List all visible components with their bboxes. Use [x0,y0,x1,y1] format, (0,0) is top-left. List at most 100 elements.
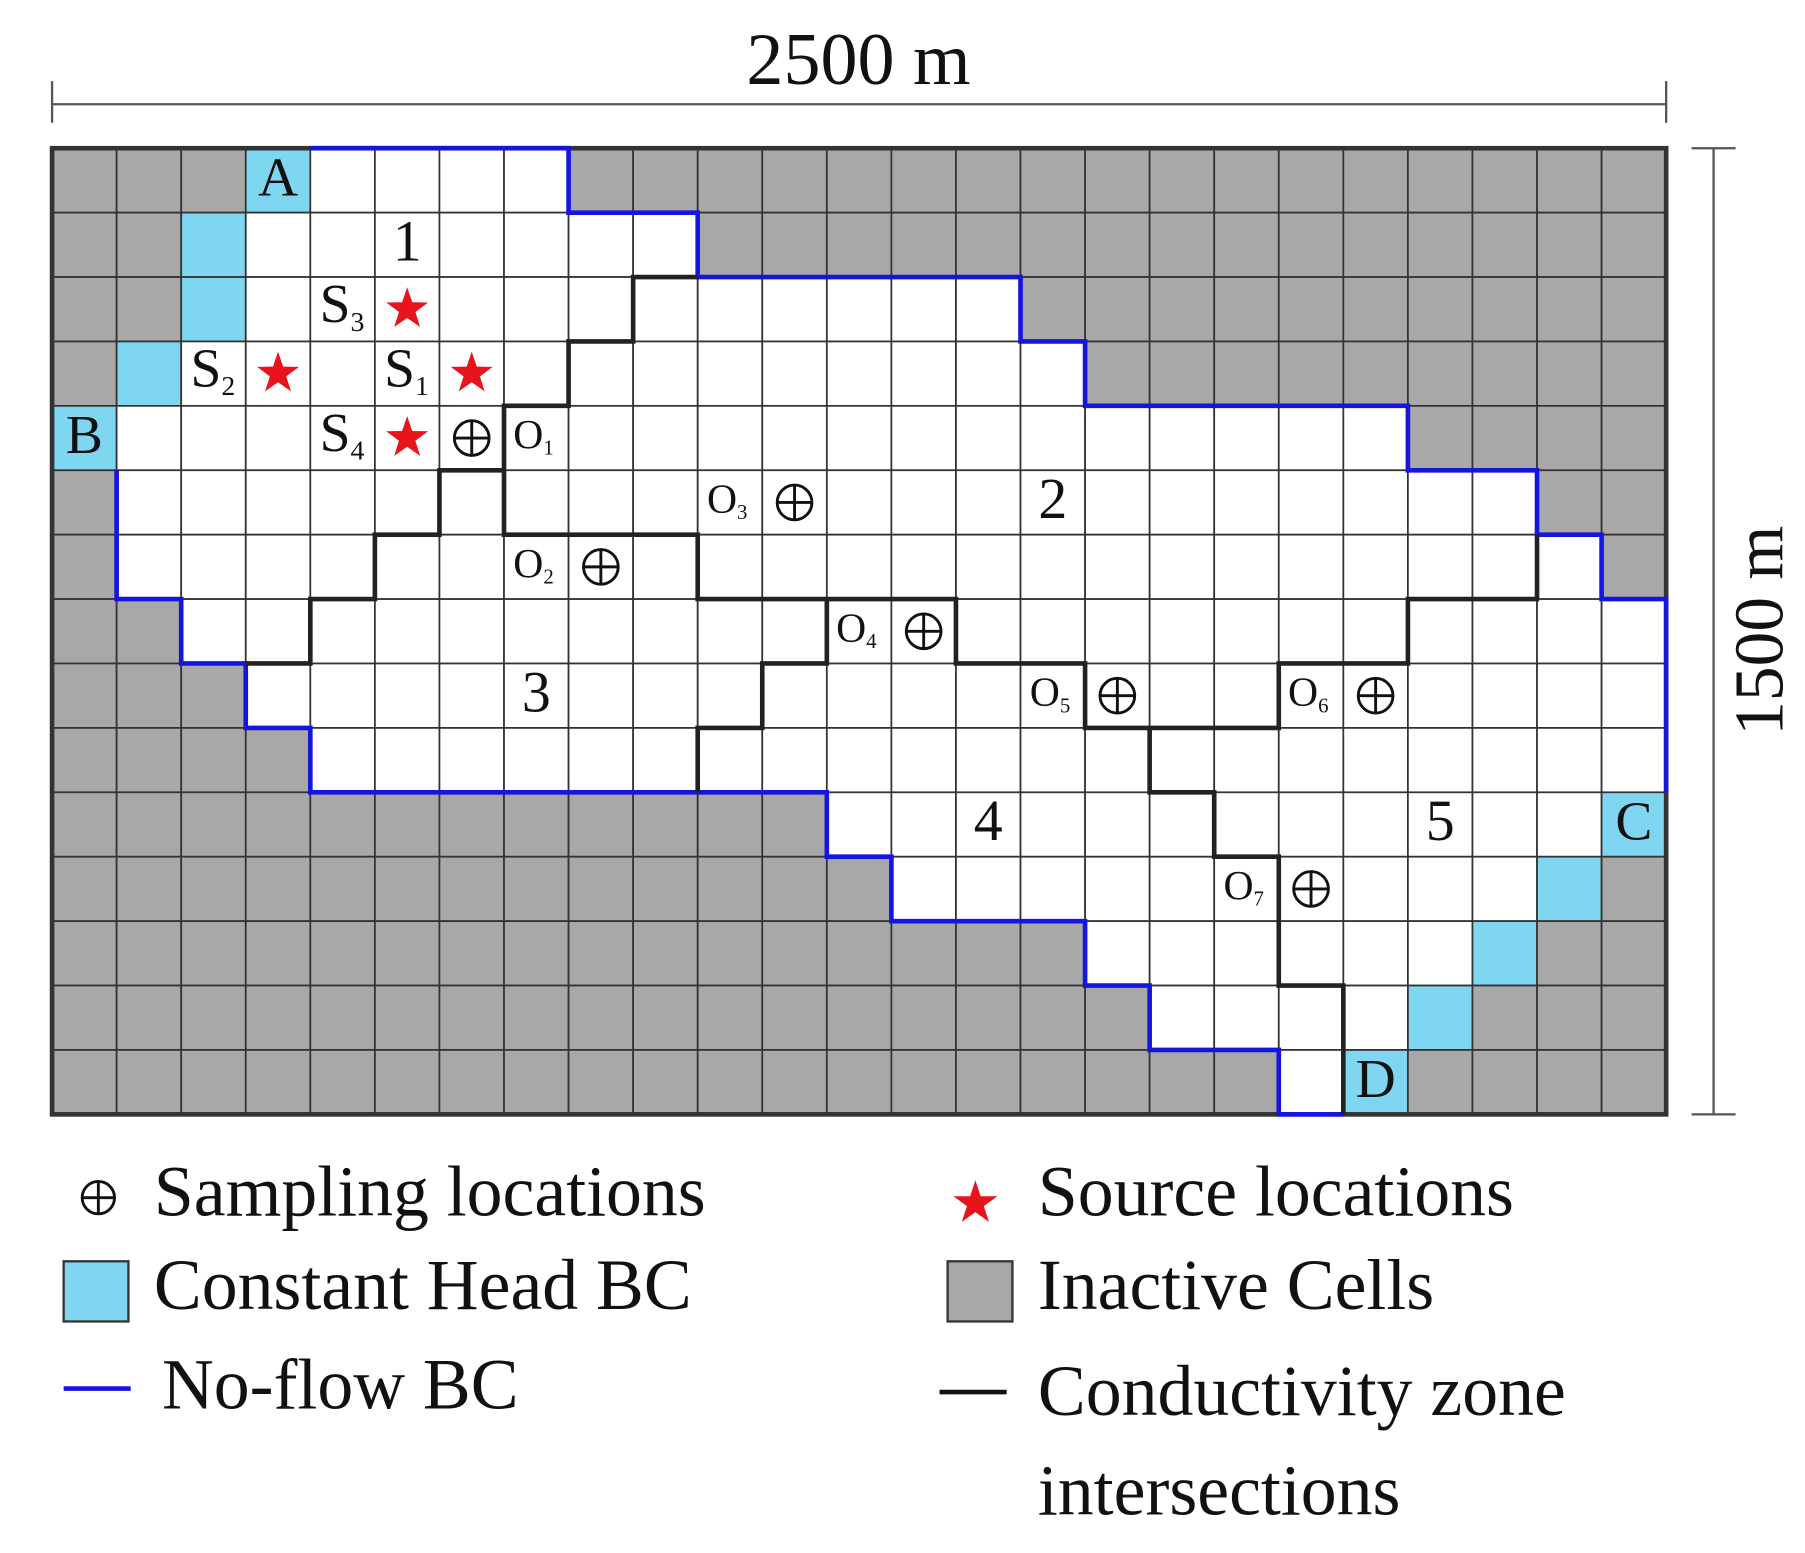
height-label: 1500 m [1722,526,1799,736]
inactive-cell [825,984,893,1051]
sampling-label-letter: O [1288,669,1318,715]
active-cell [1471,662,1538,729]
inactive-cell [503,984,570,1051]
inactive-cell [115,791,183,858]
active-cell [761,276,828,343]
active-cell [761,662,828,729]
active-cell [1084,727,1151,794]
active-cell [1407,469,1474,536]
inactive-cell [51,984,118,1051]
inactive-cell [438,1049,505,1116]
inactive-cell [180,727,247,794]
inactive-cell [1600,276,1668,343]
source-star [386,416,429,456]
active-cell [438,533,505,600]
active-cell [438,211,505,278]
active-cell [438,662,505,729]
inactive-cell [696,211,764,278]
inactive-cell [180,147,247,214]
active-cell [309,211,376,278]
active-cell [1084,855,1151,922]
sampling-label-subscript: 5 [1060,693,1070,717]
active-cell [955,276,1022,343]
inactive-cell [567,147,635,214]
zone-line [1147,727,1346,1115]
inactive-cell [1407,1049,1474,1116]
inactive-cell [1213,276,1280,343]
inactive-cell [438,855,505,922]
inactive-cell [244,791,312,858]
active-cell [503,211,570,278]
active-cell [567,340,635,407]
active-cell [1600,598,1668,665]
active-cell [374,147,441,214]
inactive-cell [1536,276,1603,343]
active-cell [955,727,1022,794]
legend-conductivity-box: Conductivity zone intersections [1038,1353,1566,1531]
source-star [450,351,493,392]
inactive-cell [115,276,183,343]
active-cell [1342,920,1409,987]
inactive-cell [1600,1049,1668,1116]
active-cell [1019,598,1086,665]
inactive-cell [1600,340,1668,407]
active-cell [1148,791,1216,858]
active-cell [696,404,764,472]
active-cell [1600,727,1668,794]
inactive-cell [825,211,893,278]
inactive-cell [438,920,505,987]
source-label-subscript: 2 [221,372,235,403]
inactive-cell [696,147,764,214]
active-cell [1536,727,1603,794]
inactive-cell [696,855,764,922]
sampling-label: O4 [836,605,877,653]
inactive-cell [1019,147,1086,214]
active-cell [696,662,764,729]
constant-head-cell [115,340,183,407]
inactive-cell [244,855,312,922]
active-cell [438,598,505,665]
inactive-cell [632,147,699,214]
active-cell [1213,598,1280,665]
active-cell [955,598,1022,665]
inactive-cell [1019,211,1086,278]
active-cell [1342,855,1409,922]
active-cell [1213,662,1280,729]
active-cell [955,662,1022,729]
inactive-cell [115,855,183,922]
inactive-cell [696,984,764,1051]
sampling-label-letter: O [513,540,543,586]
sampling-label-letter: O [1030,669,1060,715]
active-cell [244,662,312,729]
active-cell [890,276,957,343]
active-cell [1407,791,1474,858]
inactive-cell [51,340,118,407]
active-cell [1213,727,1280,794]
active-cell [244,598,312,665]
inactive-cell [1342,340,1409,407]
inactive-cell [1084,211,1151,278]
legend-sampling: Sampling locations [154,1151,706,1231]
active-cell [1277,727,1345,794]
inactive-cell [1471,340,1538,407]
inactive-cell [180,920,247,987]
source-label-letter: S [190,338,221,399]
inactive-cell [761,984,828,1051]
active-cell [890,340,957,407]
inactive-cell [567,1049,635,1116]
active-cell [180,469,247,536]
active-cell [180,533,247,600]
inactive-cell [51,533,118,600]
active-cell [374,469,441,536]
active-cell [309,533,376,600]
legend-constant-head: Constant Head BC [154,1245,692,1325]
sampling-label-subscript: 1 [543,436,553,460]
active-cell [1536,662,1603,729]
inactive-cell [309,791,376,858]
active-cell [1084,469,1151,536]
source-label: S4 [320,403,365,467]
sampling-label-letter: O [513,412,543,458]
active-cell [1148,533,1216,600]
inactive-cell [51,920,118,987]
sampling-symbol [582,548,620,586]
